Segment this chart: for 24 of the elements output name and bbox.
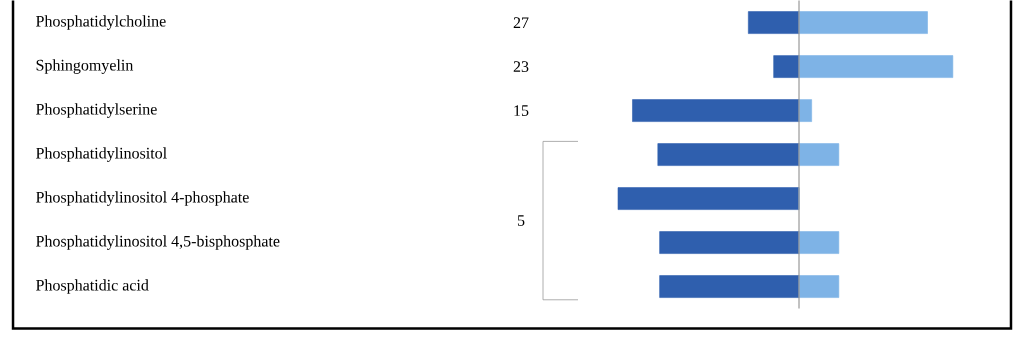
y-tick-label: Sphingomyelin [36,59,134,75]
text: 5 [517,215,525,227]
bar [798,99,812,123]
y-tick-label: Phosphatidylinositol [36,147,167,163]
bar [632,99,800,123]
bar [748,11,800,35]
bar [798,55,954,79]
bar [617,187,800,211]
text: 15 [514,105,529,117]
bar [659,231,800,255]
bar [659,275,800,299]
y-tick-label: Phosphatidic acid [36,279,149,295]
bar [798,231,840,255]
text: 23 [513,61,529,73]
y-tick-label: Phosphatidylinositol 4,5-bisphosphate [36,235,280,251]
y-tick-label: Phosphatidylserine [36,103,157,119]
bar [798,275,840,299]
bar [773,55,800,79]
bar [798,143,840,167]
y-tick-label: Phosphatidylinositol 4-phosphate [36,191,249,207]
text: 27 [513,17,529,29]
bar [798,11,928,35]
y-tick-label: Phosphatidylcholine [36,15,166,31]
bar [657,143,800,167]
